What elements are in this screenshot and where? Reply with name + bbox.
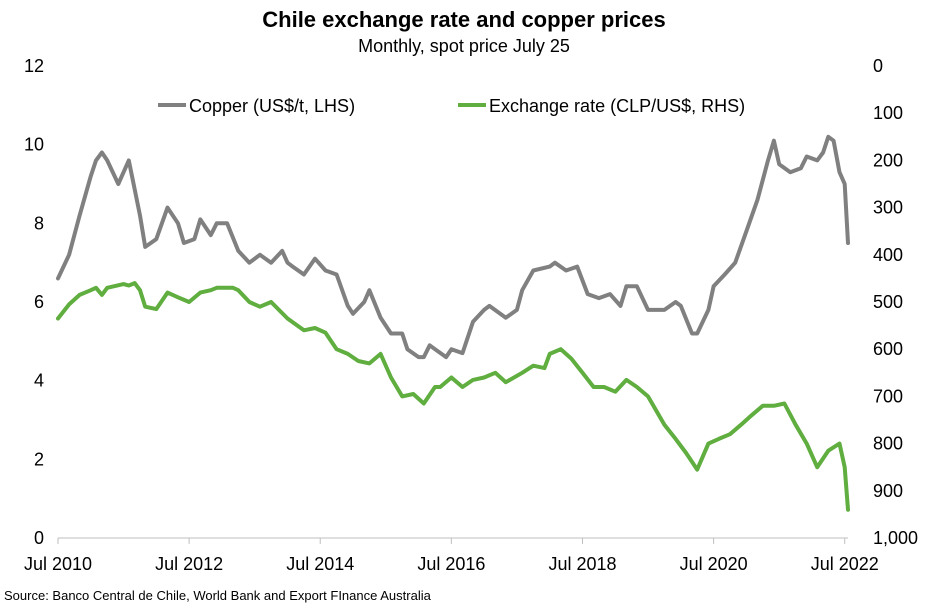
- left-y-tick-label: 10: [24, 135, 44, 155]
- right-y-tick-label: 400: [873, 245, 903, 265]
- left-y-tick-label: 6: [34, 292, 44, 312]
- exchange-rate-series-line: [56, 281, 850, 512]
- left-y-tick-label: 2: [34, 449, 44, 469]
- right-y-tick-label: 100: [873, 103, 903, 123]
- left-y-tick-label: 12: [24, 56, 44, 76]
- x-tick-label: Jul 2012: [155, 554, 223, 574]
- legend-label-copper: Copper (US$/t, LHS): [189, 96, 355, 116]
- right-y-tick-label: 800: [873, 434, 903, 454]
- right-y-tick-label: 900: [873, 481, 903, 501]
- x-axis: Jul 2010 Jul 2012 Jul 2014 Jul 2016 Jul 2018…: [24, 538, 879, 574]
- right-y-tick-label: 300: [873, 198, 903, 218]
- x-tick-label: Jul 2022: [811, 554, 879, 574]
- x-tick-label: Jul 2010: [24, 554, 92, 574]
- right-y-tick-label: 600: [873, 339, 903, 359]
- left-y-tick-label: 8: [34, 213, 44, 233]
- right-y-axis: 0 100 200 300 400 500 600 700 800 900 1,000: [873, 56, 918, 548]
- chart-subtitle: Monthly, spot price July 25: [358, 36, 570, 56]
- right-y-tick-label: 200: [873, 150, 903, 170]
- left-y-tick-label: 4: [34, 371, 44, 391]
- source-note: Source: Banco Central de Chile, World Ba…: [4, 588, 432, 603]
- copper-series-line: [56, 134, 850, 360]
- x-tick-label: Jul 2014: [286, 554, 354, 574]
- x-tick-label: Jul 2016: [417, 554, 485, 574]
- x-tick-label: Jul 2018: [548, 554, 616, 574]
- legend: Copper (US$/t, LHS) Exchange rate (CLP/U…: [158, 96, 745, 116]
- left-y-tick-label: 0: [34, 528, 44, 548]
- chart-title: Chile exchange rate and copper prices: [262, 7, 665, 32]
- left-y-axis: 0 2 4 6 8 10 12: [24, 56, 44, 548]
- right-y-tick-label: 500: [873, 292, 903, 312]
- x-tick-label: Jul 2020: [680, 554, 748, 574]
- right-y-tick-label: 1,000: [873, 528, 918, 548]
- legend-label-exchange-rate: Exchange rate (CLP/US$, RHS): [489, 96, 745, 116]
- right-y-tick-label: 0: [873, 56, 883, 76]
- plot-area: [56, 134, 850, 512]
- right-y-tick-label: 700: [873, 386, 903, 406]
